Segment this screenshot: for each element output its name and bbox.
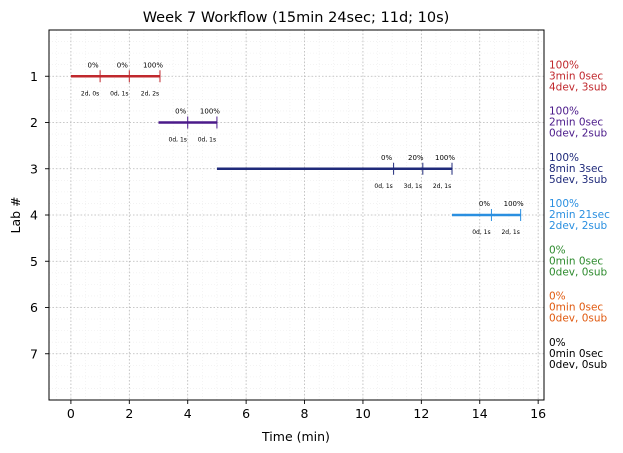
y-tick-label: 5 xyxy=(30,254,38,269)
y-tick-label: 7 xyxy=(30,346,38,361)
lab-summary-line: 4dev, 3sub xyxy=(549,81,608,93)
marker-time-label: 0d, 1s xyxy=(198,137,216,144)
lab-summary-line: 0dev, 0sub xyxy=(549,359,608,371)
x-tick-label: 14 xyxy=(472,406,488,421)
y-tick-label: 2 xyxy=(30,115,38,130)
lab-bars: 0% 2d, 0s 0% 0d, 1s 100% 2d, 2s 0% 0d, 1s 100% 0d… xyxy=(70,61,524,236)
marker-percent-label: 20% xyxy=(408,154,424,162)
marker-time-label: 0d, 1s xyxy=(110,90,128,97)
lab-summary-line: 3min 0sec xyxy=(549,70,603,82)
lab-summary-line: 2min 21sec xyxy=(549,209,610,221)
y-tick-label: 3 xyxy=(30,161,38,176)
y-axis-label: Lab # xyxy=(8,196,23,233)
marker-percent-label: 100% xyxy=(143,61,163,69)
x-tick-label: 8 xyxy=(301,406,309,421)
marker-percent-label: 100% xyxy=(435,154,455,162)
x-tick-label: 4 xyxy=(184,406,192,421)
marker-time-label: 2d, 1s xyxy=(501,229,519,236)
lab-summary-line: 100% xyxy=(549,152,579,164)
lab-summary-line: 5dev, 3sub xyxy=(549,174,608,186)
lab-summary-line: 0min 0sec xyxy=(549,348,603,360)
marker-percent-label: 0% xyxy=(117,61,128,69)
lab-summary-line: 0min 0sec xyxy=(549,255,603,267)
lab-summary-line: 100% xyxy=(549,198,579,210)
chart-title: Week 7 Workflow (15min 24sec; 11d; 10s) xyxy=(143,10,450,26)
lab-summary-line: 0% xyxy=(549,337,566,349)
y-tick-label: 1 xyxy=(30,69,38,84)
x-tick-label: 10 xyxy=(355,406,371,421)
marker-time-label: 3d, 1s xyxy=(404,183,422,190)
marker-percent-label: 0% xyxy=(88,61,99,69)
marker-time-label: 0d, 1s xyxy=(169,137,187,144)
x-axis-ticks: 0 2 4 6 8 10 12 14 16 xyxy=(67,400,546,421)
y-axis-ticks: 1 2 3 4 5 6 7 xyxy=(30,69,49,361)
marker-percent-label: 100% xyxy=(504,200,524,208)
x-tick-label: 6 xyxy=(242,406,250,421)
lab-summary-line: 8min 3sec xyxy=(549,163,603,175)
x-tick-label: 0 xyxy=(67,406,75,421)
lab-summary-line: 0% xyxy=(549,244,566,256)
marker-percent-label: 0% xyxy=(175,108,186,116)
lab-summary-line: 0min 0sec xyxy=(549,302,603,314)
marker-time-label: 2d, 0s xyxy=(81,90,99,97)
marker-time-label: 2d, 1s xyxy=(433,183,451,190)
y-tick-label: 6 xyxy=(30,300,38,315)
marker-time-label: 2d, 2s xyxy=(141,90,159,97)
marker-percent-label: 100% xyxy=(200,108,220,116)
x-tick-label: 16 xyxy=(530,406,546,421)
lab-summary-line: 0dev, 0sub xyxy=(549,313,608,325)
lab-summary-line: 0dev, 0sub xyxy=(549,266,608,278)
lab-summary-line: 100% xyxy=(549,59,579,71)
x-tick-label: 12 xyxy=(413,406,429,421)
x-axis-label: Time (min) xyxy=(261,429,330,444)
marker-percent-label: 0% xyxy=(381,154,392,162)
marker-percent-label: 0% xyxy=(479,200,490,208)
lab-summary-line: 2dev, 2sub xyxy=(549,220,608,232)
x-tick-label: 2 xyxy=(125,406,133,421)
y-tick-label: 4 xyxy=(30,208,38,223)
marker-time-label: 0d, 1s xyxy=(374,183,392,190)
lab-summary-line: 100% xyxy=(549,106,579,118)
lab-summary-line: 0% xyxy=(549,291,566,303)
lab-summary-line: 2min 0sec xyxy=(549,117,603,129)
marker-time-label: 0d, 1s xyxy=(472,229,490,236)
lab-summary-line: 0dev, 2sub xyxy=(549,128,608,140)
major-grid xyxy=(49,30,544,400)
